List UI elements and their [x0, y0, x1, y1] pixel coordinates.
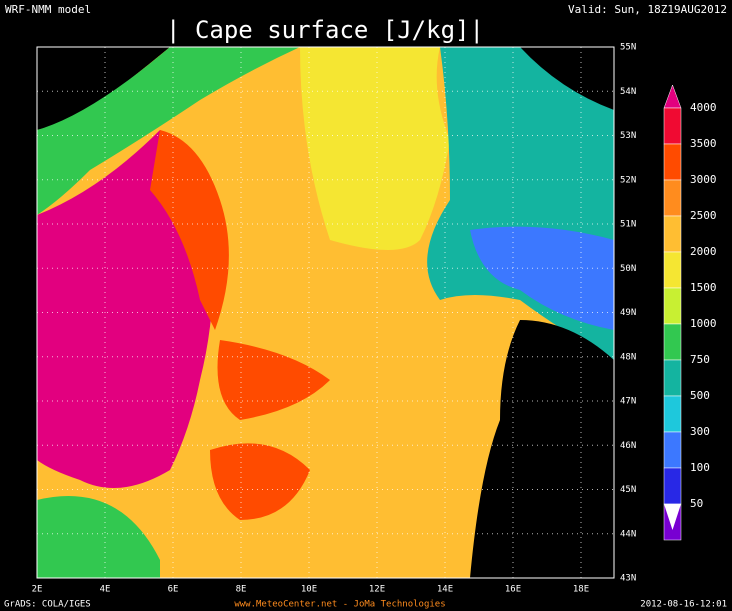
- grid: [37, 47, 614, 578]
- colorbar-label: 4000: [690, 101, 717, 114]
- lat-label: 47N: [620, 397, 636, 407]
- colorbar-label: 3500: [690, 137, 717, 150]
- lon-label: 16E: [505, 585, 521, 595]
- colorbar-label: 500: [690, 389, 710, 402]
- sea-dark: [37, 47, 170, 130]
- colorbar-label: 100: [690, 461, 710, 474]
- lon-label: 4E: [100, 585, 111, 595]
- colorbar-band: [663, 467, 682, 505]
- footer-right: 2012-08-16-12:01: [640, 600, 727, 610]
- colorbar-band: [663, 215, 682, 253]
- field-yellow: [300, 47, 450, 250]
- colorbar-band: [663, 287, 682, 325]
- lon-label: 6E: [168, 585, 179, 595]
- lat-label: 46N: [620, 441, 636, 451]
- colorbar-band: [663, 431, 682, 469]
- valid-time: Valid: Sun, 18Z19AUG2012: [568, 3, 727, 16]
- lat-label: 49N: [620, 308, 636, 318]
- colorbar-label: 1500: [690, 281, 717, 294]
- lat-label: 53N: [620, 131, 636, 141]
- colorbar-label: 1000: [690, 317, 717, 330]
- colorbar-tip: [664, 504, 681, 530]
- lat-label: 50N: [620, 264, 636, 274]
- lon-label: 18E: [573, 585, 589, 595]
- sea-green-sw: [37, 496, 160, 578]
- colorbar-label: 3000: [690, 173, 717, 186]
- lon-label: 2E: [32, 585, 43, 595]
- colorbar-band: [663, 107, 682, 145]
- lon-label: 10E: [301, 585, 317, 595]
- colorbar: 4000 3500 3000 2500 2000 1500 1000 750 500 300 100…: [663, 84, 717, 541]
- colorbar-band: [663, 143, 682, 181]
- map-title: | Cape surface [J/kg]|: [166, 16, 484, 44]
- field-blue: [470, 226, 614, 330]
- lat-label: 43N: [620, 574, 636, 584]
- field-red-italy: [210, 443, 310, 520]
- colorbar-band: [663, 323, 682, 361]
- lon-label: 12E: [369, 585, 385, 595]
- colorbar-label: 750: [690, 353, 710, 366]
- lat-label: 55N: [620, 43, 636, 53]
- lat-label: 52N: [620, 175, 636, 185]
- field-red: [150, 130, 229, 330]
- lat-label: 48N: [620, 352, 636, 362]
- field-magenta: [37, 130, 214, 488]
- colorbar-label: 2000: [690, 245, 717, 258]
- lat-label: 44N: [620, 529, 636, 539]
- colorbar-label: 2500: [690, 209, 717, 222]
- lat-label: 51N: [620, 220, 636, 230]
- colorbar-label: 50: [690, 497, 703, 510]
- lat-label: 54N: [620, 87, 636, 97]
- sea-dark-ne: [520, 47, 614, 110]
- colorbar-band: [663, 395, 682, 433]
- colorbar-band: [663, 179, 682, 217]
- lon-label: 8E: [236, 585, 247, 595]
- map-frame: [36, 46, 615, 579]
- footer-left: GrADS: COLA/IGES: [4, 600, 91, 610]
- field-green: [37, 47, 300, 215]
- lat-label: 45N: [620, 485, 636, 495]
- lon-label: 14E: [437, 585, 453, 595]
- colorbar-label: 300: [690, 425, 710, 438]
- field-red-alps: [217, 340, 330, 420]
- colorbar-band: [663, 251, 682, 289]
- colorbar-band: [663, 359, 682, 397]
- footer-center: www.MeteoCenter.net - JoMa Technologies: [234, 600, 445, 610]
- field-black-se: [470, 320, 614, 578]
- model-name: WRF-NMM model: [5, 3, 91, 16]
